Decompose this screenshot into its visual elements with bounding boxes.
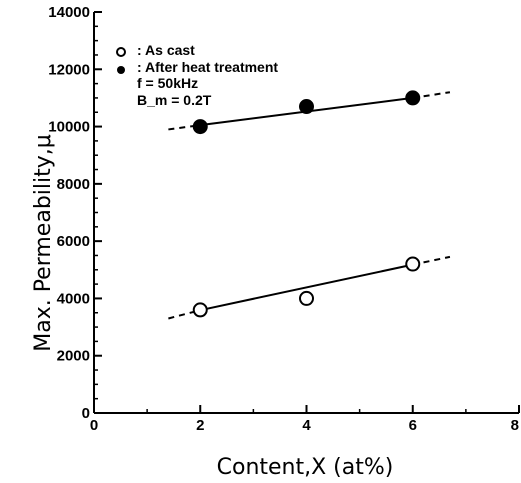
- y-tick-label: 2000: [57, 348, 90, 365]
- condition-frequency: f = 50kHz: [137, 75, 198, 91]
- ticks: 0 2000 4000 6000 8000 10000 12000 14000 0 2 4 6 8: [48, 4, 520, 434]
- legend-label-as-cast: : As cast: [137, 42, 195, 58]
- condition-flux-density: B_m = 0.2T: [137, 92, 212, 108]
- y-tick-label: 14000: [48, 4, 90, 21]
- y-tick-label: 0: [82, 405, 90, 422]
- x-tick-label: 8: [511, 417, 519, 434]
- x-tick-label: 0: [90, 417, 98, 434]
- point-as-cast: [299, 290, 314, 306]
- fit-lines: [168, 91, 451, 320]
- legend-label-heat-treated: : After heat treatment: [137, 59, 278, 75]
- y-tick-label: 8000: [57, 176, 90, 193]
- y-tick-label: 12000: [48, 61, 90, 78]
- y-tick-label: 6000: [57, 233, 90, 250]
- x-axis-title: Content,X (at%): [217, 455, 394, 480]
- x-tick-label: 6: [409, 417, 417, 434]
- legend-marker-heat-treated: [117, 66, 125, 74]
- point-after-heat-treatment: [299, 99, 314, 115]
- y-tick-label: 4000: [57, 290, 90, 307]
- fit-line-as-cast: [200, 263, 413, 312]
- y-axis-title: Max. Permeability,μ: [31, 134, 56, 352]
- x-tick-label: 2: [196, 417, 204, 434]
- x-tick-label: 4: [302, 417, 311, 434]
- y-tick-label: 10000: [48, 119, 90, 136]
- legend-marker-as-cast: [116, 47, 126, 57]
- legend: : As cast : After heat treatment f = 50k…: [116, 42, 278, 108]
- point-as-cast: [405, 256, 421, 272]
- point-after-heat-treatment: [405, 90, 421, 106]
- point-as-cast: [192, 302, 208, 318]
- point-after-heat-treatment: [192, 119, 208, 135]
- data-points: [192, 90, 421, 318]
